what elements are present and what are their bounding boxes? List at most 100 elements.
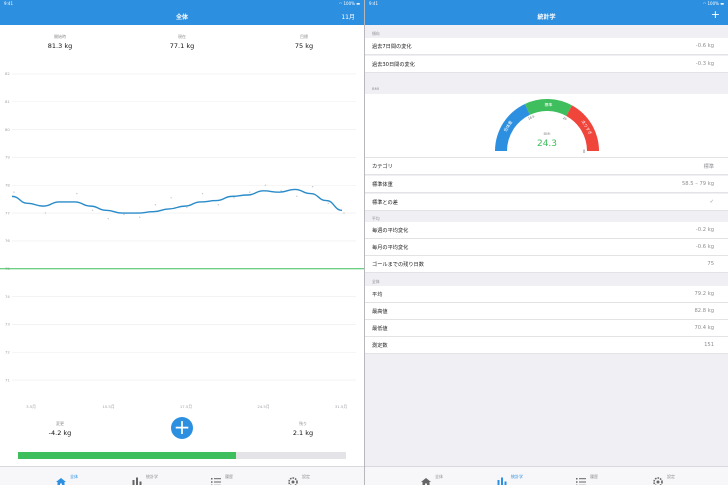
tab-stats[interactable]: 統計学 — [496, 470, 523, 485]
x-tick-label: 31.5月 — [335, 404, 347, 409]
nav-bar: 統計学 + — [365, 8, 728, 25]
battery-text: 100% — [707, 1, 719, 6]
bar-chart-icon — [131, 472, 143, 485]
tab-overview[interactable]: 全体 — [55, 470, 78, 485]
average-header: 平均 — [372, 216, 380, 221]
month-button[interactable]: 11月 — [341, 14, 355, 21]
stat-label: 毎月の平均変化 — [372, 245, 409, 251]
bmi-header: BMI — [372, 86, 380, 91]
y-tick-label: 79 — [5, 155, 10, 160]
remaining-label: 残り — [299, 421, 307, 426]
tab-history[interactable]: 履歴 — [210, 470, 233, 485]
bar-chart-icon — [496, 472, 508, 485]
data-point — [249, 191, 251, 193]
bmi-tick-label: 18.5 — [527, 114, 535, 121]
tab-history[interactable]: 履歴 — [575, 470, 598, 485]
data-point — [44, 212, 47, 214]
tab-bar: 全体 統計学 履歴 設定 — [365, 466, 728, 485]
data-point — [327, 202, 329, 205]
stat-row: 過去7日間の変化 -0.6 kg — [365, 38, 728, 55]
tab-stats[interactable]: 統計学 — [131, 470, 158, 485]
status-battery: ◠ 100% ▬ — [703, 1, 724, 6]
stat-value: 75 — [707, 261, 714, 267]
page-title: 統計学 — [537, 14, 556, 21]
status-bar: 9:41 ◠ 100% ▬ — [0, 0, 364, 8]
stat-label: 過去7日間の変化 — [372, 44, 412, 50]
change-label: 変更 — [56, 421, 64, 426]
stat-label: 測定数 — [372, 343, 388, 349]
data-point — [154, 204, 157, 206]
bmi-tick-label: 25 — [562, 116, 567, 121]
current-weight-label: 現在 — [178, 34, 186, 39]
tab-settings[interactable]: 設定 — [652, 470, 675, 485]
current-weight: 現在 77.1 kg — [142, 34, 222, 50]
data-point — [139, 216, 141, 218]
data-point — [201, 192, 204, 195]
data-point — [13, 191, 15, 193]
gear-icon — [287, 472, 299, 485]
start-weight-label: 開始時 — [54, 34, 66, 39]
current-weight-value: 77.1 kg — [169, 42, 195, 50]
trend-header: 傾向 — [372, 31, 380, 36]
x-tick-label: 24.5月 — [257, 404, 269, 409]
tab-settings[interactable]: 設定 — [287, 470, 310, 485]
overall-header: 全体 — [372, 279, 380, 284]
trend-line — [11, 188, 343, 214]
bmi-tick-label: 30 — [582, 149, 586, 153]
change-stat: 変更 -4.2 kg — [25, 421, 95, 437]
stat-row: 毎週の平均変化 -0.2 kg — [365, 222, 728, 239]
y-tick-label: 71 — [5, 377, 10, 382]
stat-label: ゴールまでの残り日数 — [372, 262, 424, 268]
bmi-value: 24.3 — [537, 139, 557, 149]
tab-bar: 全体 統計学 履歴 設定 — [0, 466, 364, 485]
stat-label: 平均 — [372, 292, 383, 298]
goal-weight-value: 75 kg — [294, 42, 314, 50]
status-time: 9:41 — [369, 1, 378, 6]
home-icon — [420, 472, 432, 485]
y-tick-label: 77 — [5, 210, 10, 215]
stat-label: 標準体重 — [372, 182, 393, 188]
home-icon — [55, 472, 67, 485]
battery-text: 100% — [343, 1, 355, 6]
data-point — [217, 204, 219, 206]
y-tick-label: 78 — [5, 183, 10, 188]
bmi-segment-label: 低体重 — [502, 119, 513, 132]
tab-history-label: 履歴 — [225, 474, 233, 479]
y-tick-label: 81 — [5, 99, 10, 104]
x-tick-label: 17.5月 — [180, 404, 192, 409]
data-point — [296, 195, 298, 198]
x-tick-label: 10.5月 — [102, 404, 114, 409]
data-point — [91, 209, 94, 211]
y-tick-label: 82 — [5, 71, 10, 76]
stat-label: 過去30日間の変化 — [372, 62, 415, 68]
stats-screen: 9:41 ◠ 100% ▬ 統計学 + 傾向 過去7日間の変化 -0.6 kg … — [365, 0, 728, 485]
stat-value: 58.5 – 79 kg — [682, 181, 714, 187]
add-button[interactable]: + — [710, 8, 720, 21]
tab-overview-label: 全体 — [70, 474, 78, 479]
wifi-icon: ◠ — [338, 1, 344, 6]
stat-value: 70.4 kg — [694, 325, 715, 331]
stat-row: ゴールまでの残り日数 75 — [365, 256, 728, 273]
list-icon — [210, 472, 222, 485]
tab-settings-label: 設定 — [667, 474, 675, 479]
y-tick-label: 73 — [5, 322, 10, 327]
bmi-segment — [495, 103, 530, 151]
tab-history-label: 履歴 — [590, 474, 598, 479]
data-point — [107, 217, 109, 220]
status-time: 9:41 — [4, 1, 13, 6]
stat-row: 標準体重 58.5 – 79 kg — [365, 176, 728, 193]
stat-row: 過去30日間の変化 -0.3 kg — [365, 56, 728, 73]
stat-row: 標準との差 ✓ — [365, 194, 728, 211]
nav-bar: 全体 11月 — [0, 8, 364, 25]
start-weight-value: 81.3 kg — [47, 42, 73, 50]
x-tick-label: 3.5月 — [26, 404, 36, 409]
gear-icon — [652, 472, 664, 485]
weight-chart[interactable]: 8281807978777675747372713.5月10.5月17.5月24… — [0, 54, 364, 414]
stat-label: 最高値 — [372, 309, 388, 315]
stat-value: -0.3 kg — [695, 61, 714, 67]
stat-value: 151 — [704, 342, 714, 348]
data-point — [264, 184, 267, 186]
battery-icon: ▬ — [720, 1, 724, 6]
add-entry-button[interactable]: + — [171, 417, 193, 439]
tab-overview[interactable]: 全体 — [420, 470, 443, 485]
